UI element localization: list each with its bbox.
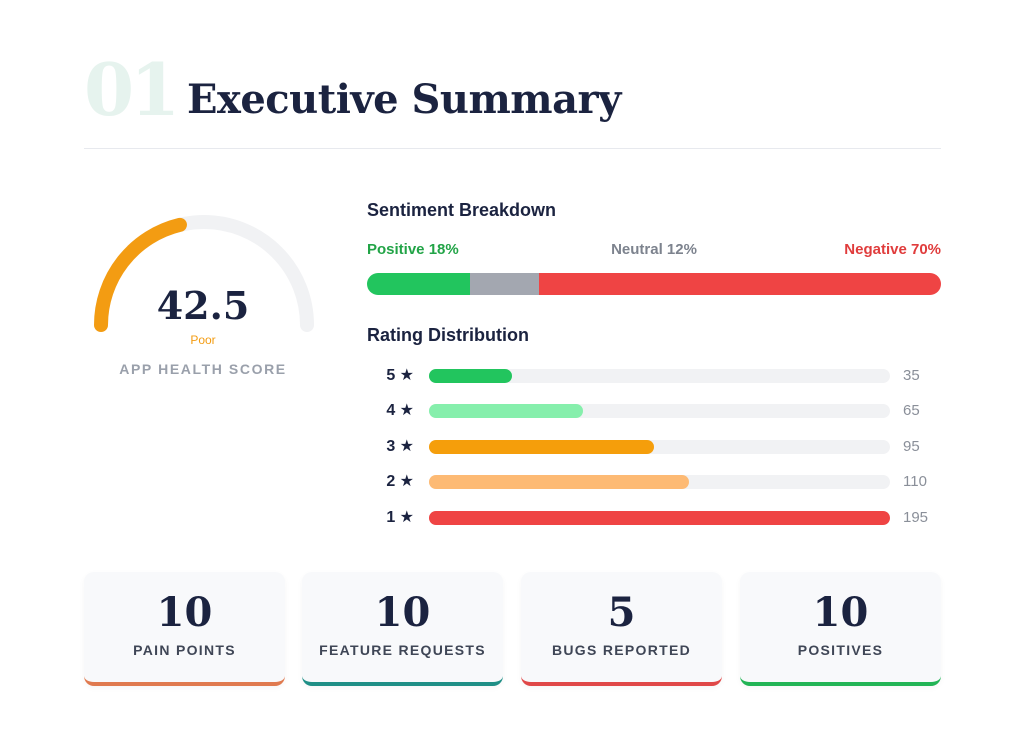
gauge-fill (94, 217, 187, 332)
stat-card-number: 10 (812, 589, 869, 636)
sentiment-neutral-label: Neutral 12% (611, 241, 697, 258)
rating-bar-fill (429, 511, 890, 525)
sentiment-segment-positive (367, 273, 471, 295)
rating-bar-track (429, 404, 890, 418)
rating-stars-label: 5 ★ (386, 367, 414, 384)
stat-card-label: FEATURE REQUESTS (319, 642, 486, 658)
sentiment-bar (367, 273, 941, 295)
rating-bar-track (429, 440, 890, 454)
page-title: Executive Summary (187, 76, 621, 123)
rating-count: 65 (903, 402, 920, 419)
stat-card-positives: 10 POSITIVES (740, 572, 941, 686)
header-divider (84, 148, 941, 149)
rating-bar-fill (429, 404, 583, 418)
health-caption: APP HEALTH SCORE (119, 361, 287, 377)
rating-count: 195 (903, 509, 929, 526)
health-gauge: 42.5 Poor APP HEALTH SCORE (84, 200, 324, 390)
sentiment-segment-neutral (470, 273, 540, 295)
rating-count: 95 (903, 438, 920, 455)
rating-bar-track (429, 511, 890, 525)
health-status: Poor (190, 333, 216, 347)
rating-stars-label: 3 ★ (386, 438, 414, 455)
sentiment-title: Sentiment Breakdown (367, 200, 557, 220)
stat-card-label: BUGS REPORTED (551, 642, 692, 658)
section-header: 01 Executive Summary (84, 50, 944, 130)
sentiment-segment-negative (539, 273, 941, 295)
rating-count: 35 (903, 367, 920, 384)
rating-title: Rating Distribution (367, 325, 529, 345)
rating-row-4: 4 ★ 65 (367, 399, 941, 423)
rating-stars-label: 2 ★ (386, 473, 414, 490)
rating-bar-fill (429, 440, 654, 454)
stat-card-number: 10 (374, 589, 431, 636)
stat-card-label: PAIN POINTS (133, 642, 236, 658)
rating-bar-fill (429, 475, 690, 489)
stat-card-number: 10 (156, 589, 213, 636)
rating-bar-track (429, 475, 890, 489)
rating-stars-label: 1 ★ (386, 509, 414, 526)
sentiment-positive-label: Positive 18% (367, 241, 459, 258)
stat-card-pain-points: 10 PAIN POINTS (84, 572, 285, 686)
rating-stars-label: 4 ★ (386, 402, 414, 419)
rating-bar-fill (429, 369, 512, 383)
rating-bar-track (429, 369, 890, 383)
stat-card-number: 5 (607, 589, 636, 636)
stat-card-feature-requests: 10 FEATURE REQUESTS (302, 572, 503, 686)
sentiment-negative-label: Negative 70% (844, 241, 941, 258)
health-score-value: 42.5 (156, 283, 250, 328)
rating-row-5: 5 ★ 35 (367, 364, 941, 388)
rating-row-3: 3 ★ 95 (367, 435, 941, 459)
sentiment-legend: Positive 18% Neutral 12% Negative 70% (367, 241, 941, 261)
gauge-svg (94, 215, 314, 332)
section-number: 01 (84, 47, 180, 132)
rating-row-2: 2 ★ 110 (367, 470, 941, 494)
rating-row-1: 1 ★ 195 (367, 506, 941, 530)
stat-card-bugs-reported: 5 BUGS REPORTED (521, 572, 722, 686)
stat-card-label: POSITIVES (797, 642, 884, 658)
rating-count: 110 (903, 473, 927, 490)
